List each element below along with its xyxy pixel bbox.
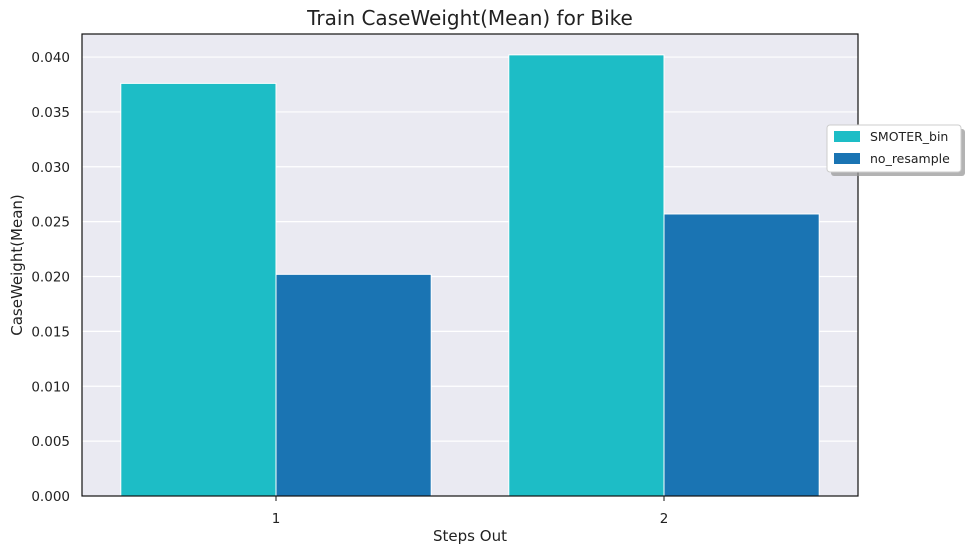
bar-smoter-bin-2 — [508, 54, 665, 497]
legend-label-no-resample: no_resample — [870, 151, 950, 166]
legend: SMOTER_bin no_resample — [826, 124, 965, 176]
y-tick-label: 0.000 — [31, 489, 70, 505]
legend-swatch-no-resample — [834, 153, 860, 164]
y-tick-label: 0.040 — [31, 50, 70, 66]
bar-no-resample-1 — [275, 273, 432, 497]
bar-no-resample-2 — [663, 213, 820, 497]
bars — [120, 54, 820, 497]
legend-swatch-smoter-bin — [834, 131, 860, 142]
x-tick-label: 1 — [272, 511, 281, 527]
x-tick-label: 2 — [660, 511, 669, 527]
y-tick-label: 0.005 — [31, 434, 70, 450]
bar-smoter-bin-1 — [120, 82, 277, 497]
legend-box — [826, 124, 962, 173]
legend-label-smoter-bin: SMOTER_bin — [870, 129, 948, 144]
y-tick-label: 0.015 — [31, 324, 70, 340]
y-tick-label: 0.025 — [31, 215, 70, 231]
y-tick-label: 0.030 — [31, 160, 70, 176]
chart-title: Train CaseWeight(Mean) for Bike — [306, 6, 633, 30]
y-axis-label: CaseWeight(Mean) — [8, 194, 26, 336]
plot-frame — [81, 33, 859, 497]
x-axis-label: Steps Out — [433, 527, 507, 545]
y-tick-label: 0.035 — [31, 105, 70, 121]
y-tick-label: 0.010 — [31, 379, 70, 395]
y-tick-label: 0.020 — [31, 270, 70, 286]
y-axis-ticks: 0.000 0.005 0.010 0.015 0.020 0.025 0.030 0.035… — [31, 50, 70, 505]
